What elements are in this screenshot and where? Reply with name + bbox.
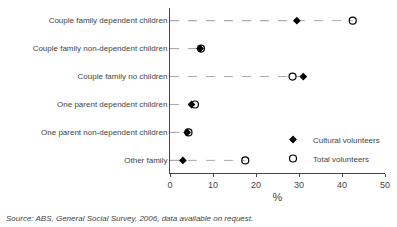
svg-text:Couple family non-dependent ch: Couple family non-dependent children: [33, 44, 168, 53]
svg-text:Total volunteers: Total volunteers: [313, 155, 369, 164]
svg-text:Cultural volunteers: Cultural volunteers: [313, 136, 380, 145]
svg-text:50: 50: [380, 180, 390, 190]
svg-text:%: %: [273, 191, 283, 203]
svg-text:40: 40: [337, 180, 347, 190]
svg-text:Couple family dependent childr: Couple family dependent children: [49, 16, 168, 25]
svg-text:0: 0: [167, 180, 172, 190]
svg-text:Couple family no children: Couple family no children: [78, 72, 168, 81]
svg-text:30: 30: [294, 180, 304, 190]
svg-text:10: 10: [208, 180, 218, 190]
svg-text:One parent non-dependent child: One parent non-dependent children: [41, 128, 167, 137]
svg-text:Other family: Other family: [124, 156, 167, 165]
svg-text:One parent dependent children: One parent dependent children: [57, 100, 167, 109]
svg-text:Source: ABS, General Social Su: Source: ABS, General Social Survey, 2006…: [6, 214, 253, 223]
svg-text:20: 20: [251, 180, 261, 190]
